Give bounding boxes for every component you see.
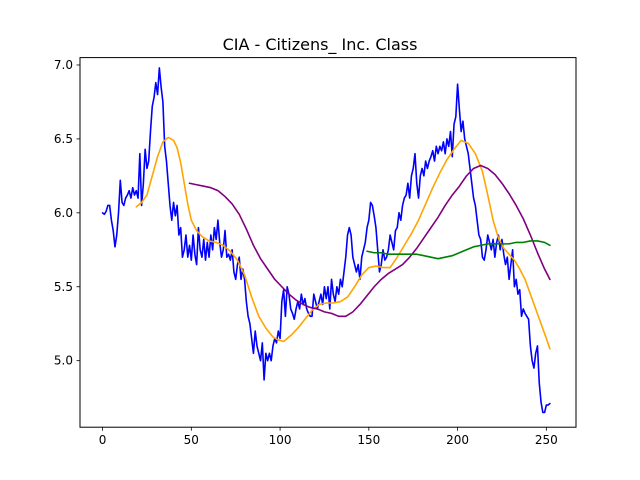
chart-title: CIA - Citizens_ Inc. Class: [223, 35, 418, 55]
y-tick-label: 6.5: [54, 132, 73, 146]
x-axis: 0 50 100 150 200 250: [99, 427, 558, 447]
x-tick-label: 150: [357, 433, 380, 447]
x-tick-label: 100: [269, 433, 292, 447]
x-tick-label: 50: [184, 433, 199, 447]
series-line-3: [188, 164, 551, 318]
y-tick-label: 6.0: [54, 206, 73, 220]
y-tick-label: 5.5: [54, 280, 73, 294]
series-line-1: [101, 67, 551, 414]
x-tick-label: 200: [446, 433, 469, 447]
series-layer: [101, 67, 551, 414]
x-tick-label: 0: [99, 433, 107, 447]
y-axis: 5.0 5.5 6.0 6.5 7.0: [54, 58, 80, 368]
x-tick-label: 250: [535, 433, 558, 447]
y-tick-label: 5.0: [54, 354, 73, 368]
plot-frame: [79, 57, 577, 428]
series-line-4: [366, 240, 551, 260]
series-line-2: [135, 136, 551, 350]
y-tick-label: 7.0: [54, 58, 73, 72]
